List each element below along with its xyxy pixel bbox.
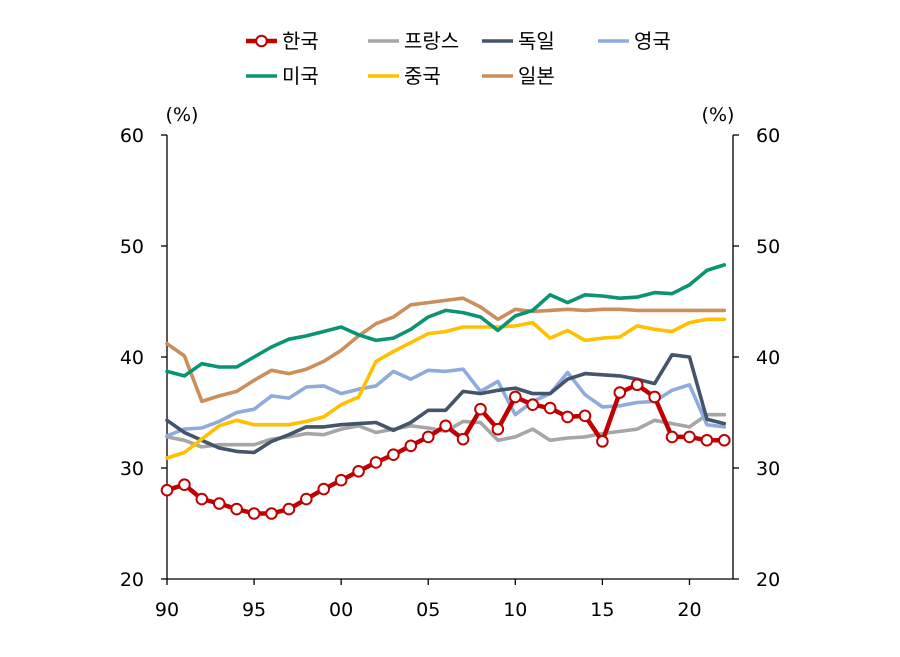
- data-point-한국: [439, 419, 452, 433]
- series-line-중국: [165, 317, 727, 460]
- legend-label-한국: 한국: [282, 29, 319, 53]
- data-point-한국: [317, 482, 331, 496]
- x-tick-label: 95: [242, 599, 266, 621]
- data-point-한국: [404, 439, 418, 453]
- series-line-일본: [165, 296, 727, 404]
- x-tick-label: 00: [329, 599, 353, 621]
- data-point-한국: [334, 473, 348, 487]
- data-point-한국: [247, 507, 261, 520]
- right-axis-unit: (%): [702, 104, 735, 126]
- legend-marker: [255, 34, 268, 48]
- data-point-한국: [212, 497, 226, 510]
- data-point-한국: [491, 422, 505, 436]
- data-point-한국: [387, 448, 400, 461]
- axes: 20 20 30 30 40 40 50 50 60 60 90 95 00 05 10 15 20: [120, 125, 780, 621]
- data-point-한국: [456, 432, 470, 446]
- right-y-tick-label: 30: [756, 458, 780, 480]
- legend-label-미국: 미국: [282, 64, 319, 88]
- data-point-한국: [630, 378, 644, 392]
- series-line-영국: [165, 367, 727, 438]
- data-point-한국: [300, 492, 313, 506]
- data-point-한국: [596, 435, 609, 448]
- x-tick-label: 90: [155, 599, 179, 621]
- legend-label-프랑스: 프랑스: [404, 29, 459, 53]
- series-lines: [160, 263, 731, 520]
- series-line-독일: [165, 353, 727, 455]
- data-point-한국: [509, 390, 522, 404]
- data-point-한국: [369, 456, 383, 469]
- legend-label-일본: 일본: [518, 64, 555, 88]
- left-y-tick-label: 20: [120, 569, 144, 591]
- data-point-한국: [230, 502, 243, 516]
- data-point-한국: [421, 430, 435, 444]
- data-point-한국: [717, 433, 731, 447]
- data-point-한국: [683, 430, 696, 444]
- data-point-한국: [265, 507, 278, 520]
- data-point-한국: [665, 430, 679, 444]
- right-y-tick-label: 20: [756, 569, 780, 591]
- left-y-tick-label: 30: [120, 458, 144, 480]
- left-y-tick-label: 40: [120, 347, 144, 369]
- data-point-한국: [474, 402, 487, 416]
- data-point-한국: [178, 478, 191, 491]
- legend-label-독일: 독일: [518, 29, 555, 53]
- data-point-한국: [282, 502, 296, 516]
- series-line-미국: [165, 263, 727, 378]
- data-point-한국: [578, 409, 592, 423]
- left-y-tick-label: 50: [120, 236, 144, 258]
- data-point-한국: [526, 398, 540, 412]
- right-y-tick-label: 50: [756, 236, 780, 258]
- data-point-한국: [352, 465, 365, 478]
- data-point-한국: [160, 483, 174, 497]
- x-tick-label: 05: [416, 599, 440, 621]
- data-point-한국: [543, 401, 557, 415]
- right-y-tick-label: 40: [756, 347, 780, 369]
- left-axis-unit: (%): [166, 104, 199, 126]
- left-y-tick-label: 60: [120, 125, 144, 147]
- x-tick-label: 10: [503, 599, 527, 621]
- data-point-한국: [700, 433, 714, 447]
- data-point-한국: [561, 410, 574, 424]
- legend-label-중국: 중국: [404, 64, 441, 88]
- data-point-한국: [613, 386, 627, 399]
- x-tick-label: 15: [590, 599, 614, 621]
- series-line-한국: [164, 382, 727, 516]
- legend-label-영국: 영국: [634, 29, 671, 53]
- data-point-한국: [195, 492, 209, 506]
- right-y-tick-label: 60: [756, 125, 780, 147]
- data-point-한국: [648, 390, 661, 404]
- x-tick-label: 20: [677, 599, 701, 621]
